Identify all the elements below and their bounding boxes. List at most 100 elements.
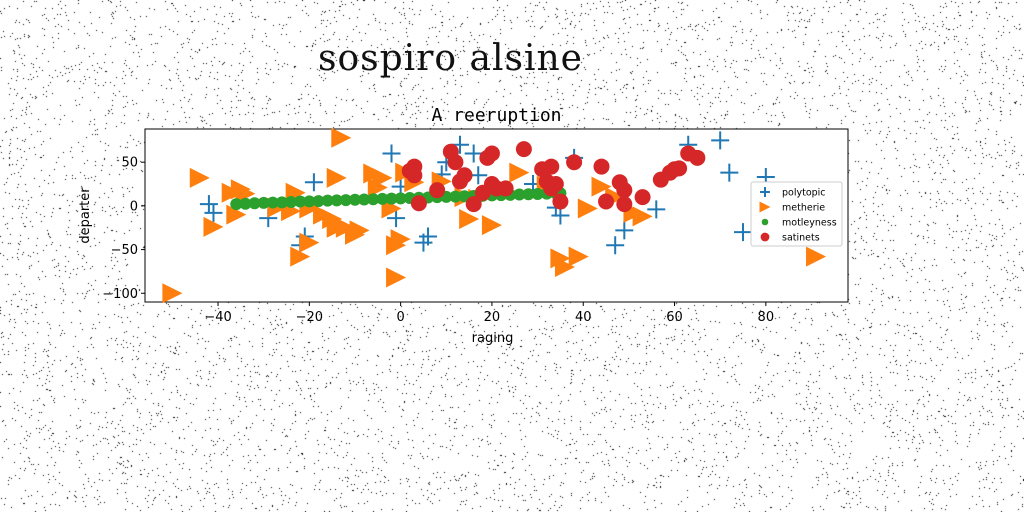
point-metherie bbox=[235, 183, 256, 204]
point-motleyness bbox=[513, 188, 526, 201]
point-polytopic bbox=[734, 223, 753, 242]
point-motleyness bbox=[230, 198, 243, 211]
series-motleyness bbox=[230, 187, 567, 211]
point-satinets bbox=[497, 180, 514, 197]
point-metherie bbox=[203, 216, 224, 237]
point-metherie bbox=[226, 204, 247, 225]
point-metherie bbox=[632, 206, 653, 227]
point-satinets bbox=[689, 149, 706, 166]
series-satinets bbox=[401, 141, 706, 213]
point-metherie bbox=[568, 246, 589, 267]
legend-box bbox=[750, 181, 843, 247]
point-motleyness bbox=[339, 194, 352, 207]
point-metherie bbox=[290, 246, 311, 267]
x-tick-label: 0 bbox=[396, 310, 404, 325]
y-axis-label: departer bbox=[78, 187, 93, 244]
point-motleyness bbox=[321, 194, 334, 207]
point-metherie bbox=[349, 220, 370, 241]
point-metherie bbox=[326, 167, 347, 188]
point-satinets bbox=[447, 154, 464, 171]
legend: polytopic metherie motleyness satinets bbox=[750, 181, 843, 247]
point-metherie bbox=[386, 267, 407, 288]
point-polytopic bbox=[720, 163, 739, 182]
point-satinets bbox=[598, 193, 615, 210]
point-satinets bbox=[483, 145, 500, 162]
point-satinets bbox=[616, 196, 633, 213]
point-metherie bbox=[390, 229, 411, 250]
point-satinets bbox=[671, 160, 688, 177]
point-metherie bbox=[331, 127, 352, 148]
point-metherie bbox=[577, 198, 598, 219]
point-metherie bbox=[299, 232, 320, 253]
point-metherie bbox=[162, 283, 183, 304]
point-motleyness bbox=[385, 192, 398, 205]
point-satinets bbox=[515, 141, 532, 158]
point-satinets bbox=[543, 158, 560, 175]
point-motleyness bbox=[522, 188, 535, 201]
point-motleyness bbox=[330, 194, 343, 207]
point-motleyness bbox=[376, 192, 389, 205]
point-motleyness bbox=[348, 193, 361, 206]
y-tick-label: −100 bbox=[102, 287, 138, 302]
point-satinets bbox=[465, 196, 482, 213]
point-satinets bbox=[616, 182, 633, 199]
point-metherie bbox=[372, 167, 393, 188]
point-polytopic bbox=[199, 195, 218, 214]
y-tick-label: 0 bbox=[130, 199, 138, 214]
point-polytopic bbox=[615, 221, 634, 240]
point-polytopic bbox=[304, 173, 323, 192]
point-motleyness bbox=[312, 195, 325, 208]
x-tick-label: 80 bbox=[758, 310, 775, 325]
point-polytopic bbox=[647, 200, 666, 219]
point-motleyness bbox=[367, 193, 380, 206]
point-metherie bbox=[189, 167, 210, 188]
legend-marker-satinets bbox=[760, 232, 770, 242]
point-satinets bbox=[552, 193, 569, 210]
point-metherie bbox=[381, 198, 402, 219]
x-axis-label: raging bbox=[472, 331, 514, 346]
point-metherie bbox=[459, 208, 480, 229]
chart-title: A reeruption bbox=[431, 105, 561, 126]
point-polytopic bbox=[606, 236, 625, 255]
point-satinets bbox=[406, 158, 423, 175]
point-polytopic bbox=[464, 144, 483, 163]
x-tick-label: −40 bbox=[204, 310, 231, 325]
point-motleyness bbox=[294, 195, 307, 208]
x-tick-label: 60 bbox=[666, 310, 683, 325]
point-satinets bbox=[429, 182, 446, 199]
point-satinets bbox=[547, 176, 564, 193]
point-satinets bbox=[410, 195, 427, 212]
point-satinets bbox=[456, 167, 473, 184]
point-polytopic bbox=[382, 144, 401, 163]
point-satinets bbox=[593, 158, 610, 175]
point-polytopic bbox=[387, 209, 406, 228]
point-motleyness bbox=[394, 192, 407, 205]
point-satinets bbox=[634, 189, 651, 206]
y-tick-label: 50 bbox=[121, 156, 138, 171]
legend-label-metherie: metherie bbox=[782, 203, 825, 214]
point-motleyness bbox=[303, 195, 316, 208]
x-tick-label: 20 bbox=[484, 310, 501, 325]
point-polytopic bbox=[204, 203, 223, 222]
point-motleyness bbox=[257, 196, 270, 209]
point-metherie bbox=[509, 162, 530, 183]
y-tick-label: −50 bbox=[111, 243, 138, 258]
legend-marker-metherie bbox=[759, 201, 771, 213]
point-metherie bbox=[481, 215, 502, 236]
point-motleyness bbox=[266, 196, 279, 209]
point-motleyness bbox=[449, 190, 462, 203]
point-motleyness bbox=[531, 188, 544, 201]
point-motleyness bbox=[239, 197, 252, 210]
legend-label-polytopic: polytopic bbox=[782, 188, 826, 199]
point-motleyness bbox=[248, 197, 261, 210]
legend-label-motleyness: motleyness bbox=[782, 218, 837, 229]
figure-suptitle: sospiro alsine bbox=[318, 38, 583, 79]
x-tick-label: 40 bbox=[575, 310, 592, 325]
legend-label-satinets: satinets bbox=[782, 233, 820, 244]
point-polytopic bbox=[711, 131, 730, 150]
legend-marker-motleyness bbox=[761, 218, 769, 226]
x-tick-label: −20 bbox=[296, 310, 323, 325]
point-polytopic bbox=[419, 227, 438, 246]
point-metherie bbox=[554, 257, 575, 278]
